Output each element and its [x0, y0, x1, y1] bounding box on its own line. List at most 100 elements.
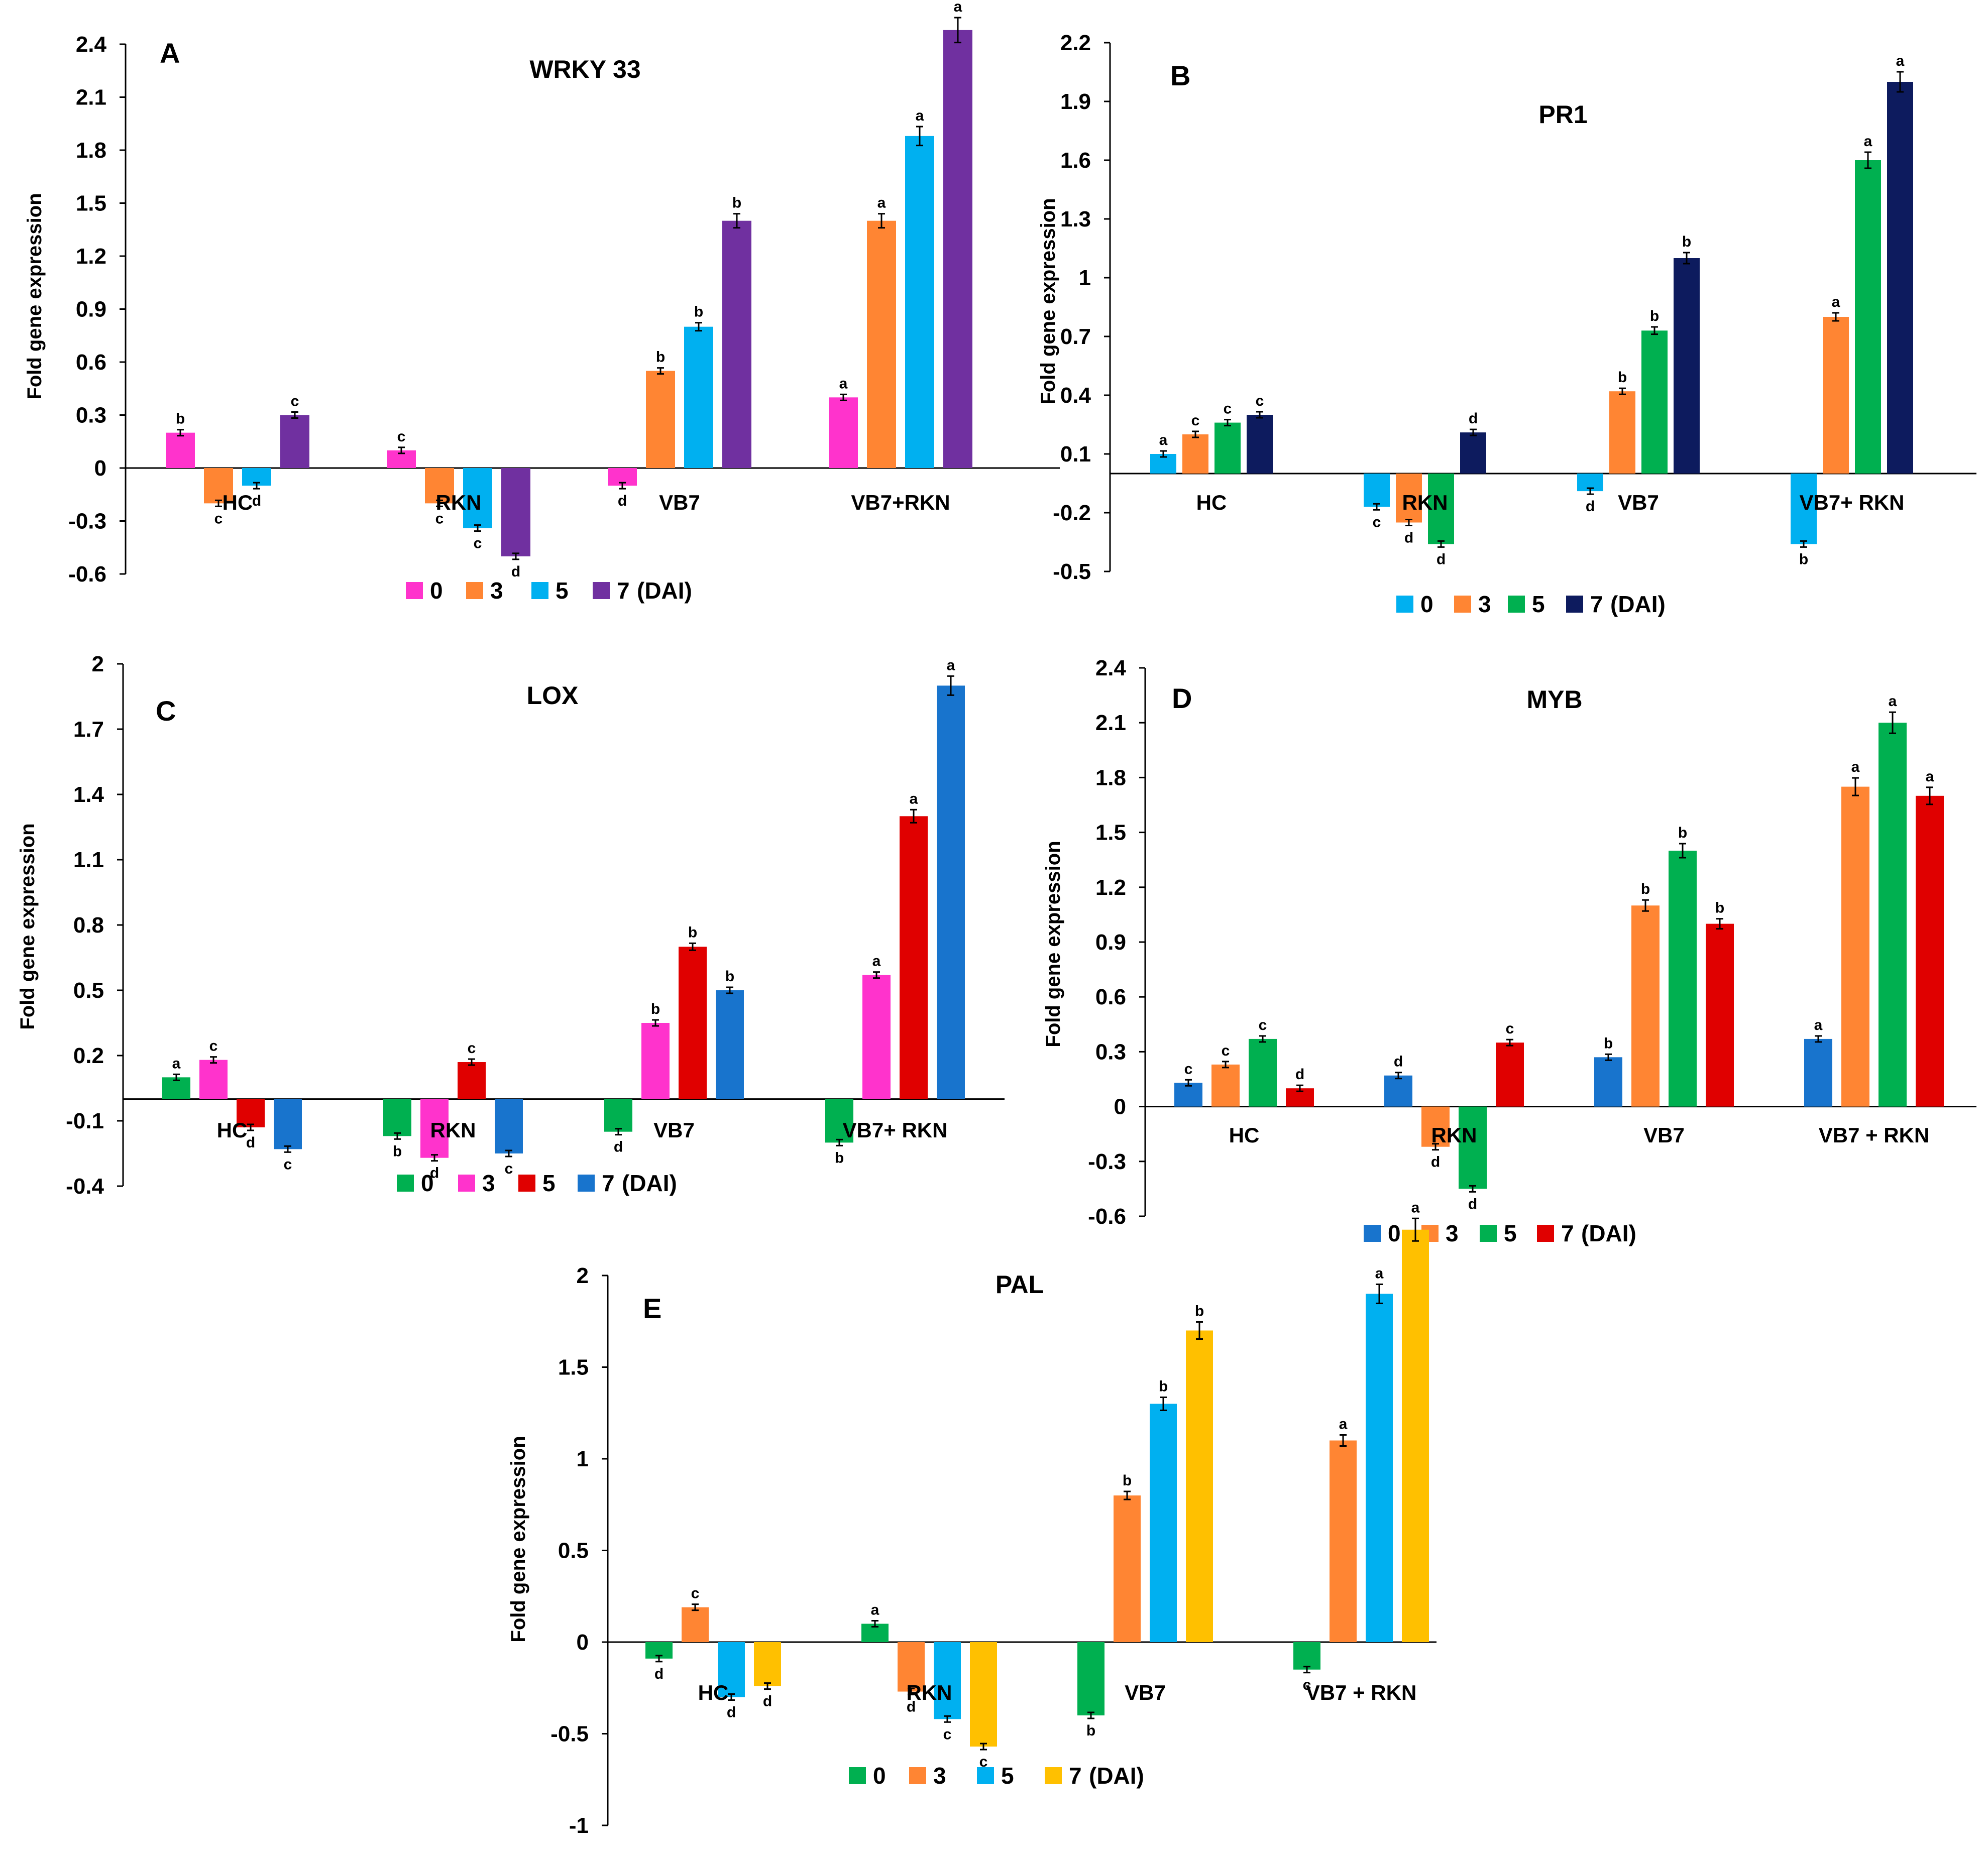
bar	[204, 468, 233, 504]
y-tick-label: 2.4	[76, 32, 107, 57]
bar	[458, 1062, 486, 1099]
chart-title: MYB	[1526, 685, 1582, 714]
category-label: HC	[698, 1681, 729, 1704]
significance-letter: d	[1469, 410, 1478, 427]
bar	[280, 415, 309, 468]
legend-label: 3	[933, 1763, 946, 1789]
legend-swatch	[1396, 596, 1413, 613]
bar	[1174, 1083, 1202, 1107]
chart-panel-e: -1 -0.5 0 0.5 1 1.5 2 Fold gene expression PAL Ed…	[507, 1199, 1437, 1838]
category-label: VB7+RKN	[851, 491, 950, 514]
bar	[463, 468, 492, 528]
category-label: VB7 + RKN	[1306, 1681, 1417, 1704]
bar	[1631, 905, 1660, 1107]
significance-letter: c	[1303, 1677, 1311, 1693]
y-tick-label: 1.2	[1095, 875, 1126, 900]
legend-label: 0	[421, 1170, 434, 1196]
significance-letter: c	[505, 1161, 513, 1177]
category-label: VB7	[1125, 1681, 1166, 1704]
bar	[1077, 1642, 1105, 1715]
significance-letter: a	[1339, 1416, 1348, 1433]
significance-letter: a	[1896, 53, 1905, 69]
bar	[754, 1642, 781, 1686]
significance-letter: a	[1889, 693, 1897, 710]
panel-letter: E	[643, 1293, 661, 1324]
significance-letter: b	[1618, 369, 1627, 386]
category-label: RKN	[436, 491, 482, 514]
significance-letter: b	[1604, 1035, 1613, 1052]
chart-panel-a: -0.6 -0.3 0 0.3 0.6 0.9 1.2 1.5 1.8 2.1 2.4 Fold ge…	[24, 0, 1060, 604]
panel-letter: C	[156, 695, 176, 727]
legend-swatch	[518, 1175, 535, 1192]
significance-letter: a	[872, 953, 881, 970]
significance-letter: b	[1086, 1722, 1095, 1739]
y-axis-title: Fold gene expression	[507, 1436, 529, 1642]
legend-unit: (DAI)	[622, 1170, 677, 1196]
significance-letter: d	[1437, 551, 1446, 567]
panel-letter: D	[1172, 682, 1192, 714]
category-label: HC	[1196, 491, 1227, 514]
chart-panel-c: -0.4 -0.1 0.2 0.5 0.8 1.1 1.4 1.7 2 Fold gene exp…	[17, 652, 1005, 1199]
legend-swatch	[1480, 1225, 1497, 1242]
legend-label: 0	[430, 577, 443, 604]
bar	[943, 30, 972, 469]
y-tick-label: 2.1	[76, 85, 106, 110]
bar	[684, 326, 713, 468]
significance-letter: d	[246, 1134, 255, 1151]
y-tick-label: -0.6	[1088, 1204, 1126, 1229]
significance-letter: a	[1159, 432, 1168, 448]
legend: 0 3 5 7 (DAI)	[397, 1170, 677, 1196]
significance-letter: b	[835, 1149, 844, 1166]
significance-letter: b	[1682, 234, 1691, 250]
significance-letter: c	[1222, 1042, 1230, 1059]
legend-label: 0	[1420, 591, 1433, 617]
y-tick-label: -1	[569, 1813, 589, 1838]
bar	[937, 685, 965, 1099]
chart-panel-b: -0.5 -0.2 0.1 0.4 0.7 1 1.3 1.6 1.9 2.2 Fold gene …	[1037, 31, 1976, 617]
legend-label: 7	[602, 1170, 615, 1196]
category-label: RKN	[907, 1681, 952, 1704]
bar	[1879, 723, 1907, 1107]
bar	[829, 397, 858, 468]
y-tick-label: 1.8	[76, 138, 106, 163]
y-tick-label: 1	[1079, 266, 1091, 290]
y-tick-label: 1.5	[558, 1355, 589, 1380]
y-axis-title: Fold gene expression	[1037, 198, 1059, 404]
bar	[1669, 851, 1697, 1107]
bar	[199, 1060, 228, 1099]
y-tick-label: 0.6	[76, 350, 106, 375]
y-tick-label: 2.2	[1060, 31, 1091, 55]
significance-letter: a	[871, 1602, 879, 1618]
panel-letter: B	[1170, 60, 1190, 91]
y-tick-label: 0.1	[1060, 442, 1091, 467]
significance-letter: c	[1191, 412, 1200, 429]
y-tick-label: -0.1	[66, 1109, 104, 1133]
bar	[1887, 82, 1913, 474]
y-axis-title: Fold gene expression	[17, 823, 39, 1029]
chart-title: PAL	[996, 1270, 1044, 1299]
bar	[1641, 330, 1668, 474]
bar	[641, 1023, 670, 1099]
chart-title: LOX	[527, 681, 579, 710]
bar	[1330, 1440, 1357, 1642]
significance-letter: a	[1375, 1265, 1384, 1282]
significance-letter: c	[1506, 1020, 1514, 1037]
significance-letter: c	[943, 1726, 952, 1743]
category-label: VB7	[1643, 1123, 1685, 1147]
legend-swatch	[909, 1767, 926, 1784]
y-tick-label: 0.5	[73, 978, 104, 1003]
significance-letter: a	[1851, 759, 1860, 775]
y-tick-label: -0.5	[550, 1722, 589, 1747]
significance-letter: a	[910, 790, 918, 807]
significance-letter: d	[1431, 1154, 1440, 1171]
significance-letter: b	[1159, 1378, 1168, 1395]
y-tick-label: 2	[92, 652, 104, 676]
significance-letter: d	[727, 1704, 736, 1721]
significance-letter: d	[654, 1666, 664, 1682]
bar	[722, 220, 751, 468]
legend-unit: (DAI)	[1610, 591, 1666, 617]
legend-swatch	[1045, 1767, 1062, 1784]
category-label: VB7	[653, 1118, 695, 1142]
bar	[898, 1642, 925, 1692]
significance-letter: b	[393, 1143, 402, 1160]
